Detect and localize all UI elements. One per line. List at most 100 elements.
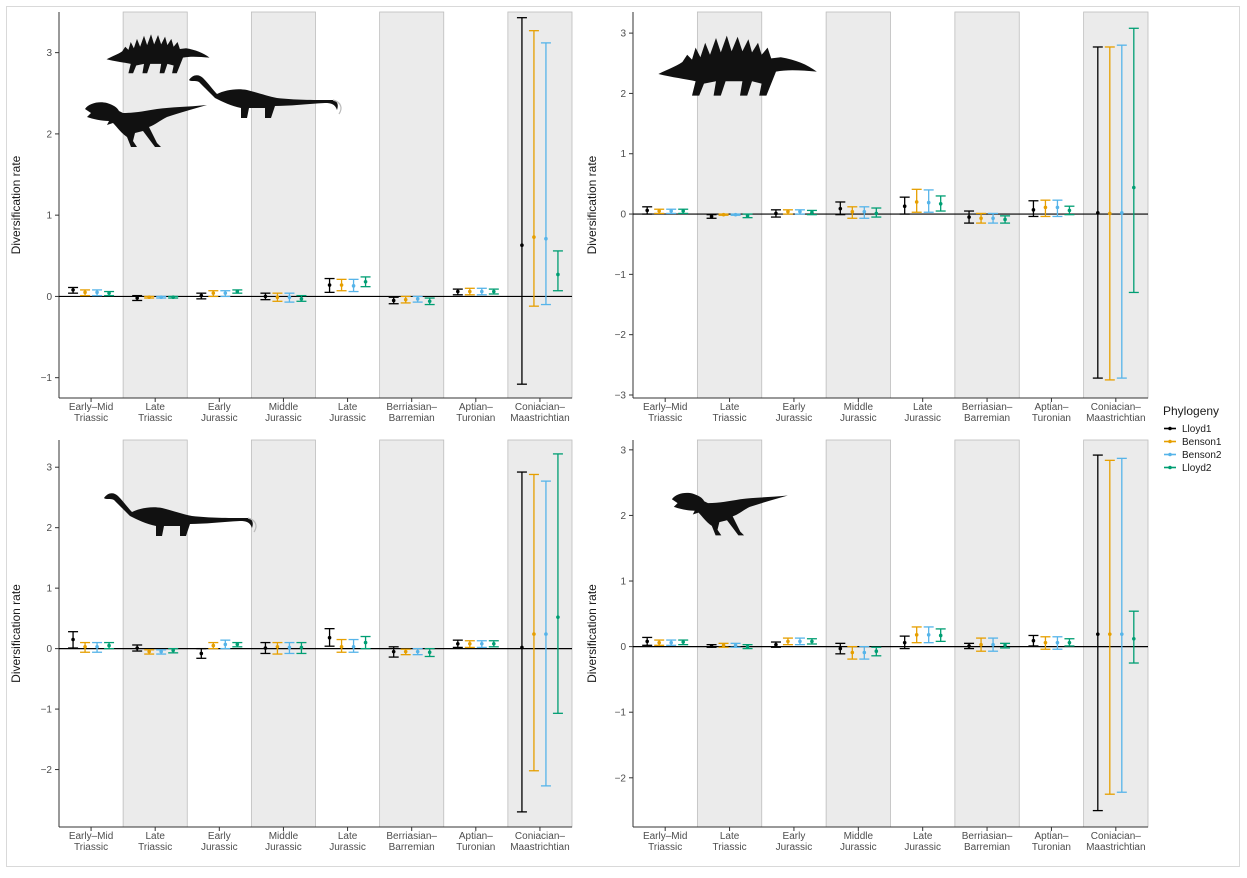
- category-label-line: Early–Mid: [643, 402, 687, 413]
- category-label: Early Jurassic: [201, 831, 238, 853]
- point-benson1: [147, 295, 151, 300]
- category-label-line: Jurassic: [201, 413, 238, 424]
- point-benson1: [211, 643, 216, 648]
- point-benson1: [914, 200, 919, 204]
- category-label-line: Triassic: [713, 842, 747, 853]
- shaded-band: [250, 439, 316, 828]
- errorbar-benson2: [1052, 636, 1063, 650]
- point-benson2: [669, 209, 673, 213]
- point-lloyd1: [263, 646, 268, 650]
- category-label-line: Maastrichtian: [510, 842, 569, 853]
- category-label-line: Late: [720, 831, 740, 842]
- errorbar-benson1: [1104, 459, 1115, 795]
- category-label-line: Aptian–: [459, 831, 493, 842]
- point-benson2: [1120, 632, 1124, 636]
- errorbar-lloyd1: [132, 644, 143, 652]
- point-benson2: [351, 645, 356, 649]
- category-label: Early Jurassic: [776, 831, 813, 853]
- point-lloyd2: [556, 272, 560, 277]
- shaded-band: [122, 11, 188, 399]
- errorbar-benson1: [400, 648, 411, 656]
- category-label: Early–Mid Triassic: [643, 831, 687, 853]
- errorbar-benson1: [208, 641, 219, 650]
- category-label-line: Early: [208, 831, 231, 842]
- sauropod-tail-tip: [247, 517, 257, 533]
- shaded-band: [825, 11, 891, 399]
- category-label-line: Berriasian–: [962, 831, 1013, 842]
- errorbar-lloyd2: [360, 276, 371, 288]
- errorbar-lloyd2: [552, 453, 563, 714]
- theropod-silhouette-icon: [671, 492, 788, 536]
- errorbar-lloyd1: [68, 631, 79, 649]
- point-benson2: [669, 640, 673, 645]
- point-benson1: [1108, 211, 1112, 216]
- point-lloyd2: [938, 633, 943, 638]
- y-tick-label: −2: [41, 765, 53, 776]
- errorbar-lloyd2: [742, 213, 753, 219]
- shaded-band: [122, 439, 188, 828]
- point-benson2: [862, 650, 867, 655]
- errorbar-lloyd2: [1128, 27, 1139, 294]
- errorbar-lloyd1: [388, 646, 399, 658]
- shaded-band: [250, 11, 316, 399]
- point-lloyd1: [967, 644, 971, 648]
- errorbar-benson2: [92, 641, 103, 653]
- point-lloyd1: [838, 646, 843, 651]
- errorbar-lloyd2: [1128, 610, 1139, 664]
- errorbar-lloyd1: [706, 213, 717, 219]
- category-label-line: Jurassic: [329, 413, 366, 424]
- y-tick-label: 2: [620, 89, 626, 100]
- y-tick-label: −1: [615, 270, 627, 281]
- point-lloyd1: [645, 208, 649, 213]
- category-label-line: Berriasian–: [962, 402, 1013, 413]
- errorbar-lloyd1: [452, 639, 463, 649]
- category-label-line: Late: [338, 831, 358, 842]
- point-benson2: [926, 633, 931, 637]
- point-lloyd1: [709, 644, 714, 648]
- category-label: Coniacian– Maastrichtian: [510, 402, 569, 424]
- category-label-line: Maastrichtian: [1086, 842, 1145, 853]
- shaded-band: [507, 439, 573, 828]
- errorbar-benson1: [1040, 199, 1051, 218]
- category-label: Late Jurassic: [329, 831, 366, 853]
- errorbar-lloyd2: [488, 640, 499, 648]
- errorbar-benson1: [336, 638, 347, 653]
- legend-label-benson2: Benson2: [1182, 450, 1222, 461]
- sauropod-tail-tip: [332, 99, 342, 115]
- point-benson1: [850, 650, 855, 655]
- point-lloyd1: [967, 215, 971, 219]
- errorbar-benson1: [144, 295, 155, 300]
- category-label: Middle Jurassic: [265, 831, 302, 853]
- point-benson2: [798, 639, 802, 644]
- category-label: Coniacian– Maastrichtian: [510, 831, 569, 853]
- category-label-line: Middle: [844, 831, 874, 842]
- point-lloyd2: [938, 201, 943, 206]
- y-tick-label: 3: [620, 445, 626, 456]
- category-label-line: Jurassic: [904, 413, 941, 424]
- errorbar-benson1: [272, 641, 283, 655]
- errorbar-lloyd2: [360, 635, 371, 650]
- category-label: Aptian– Turonian: [1032, 831, 1071, 853]
- category-label: Berriasian– Barremian: [386, 831, 437, 853]
- errorbar-lloyd2: [104, 290, 115, 297]
- point-benson1: [1043, 640, 1048, 645]
- category-label-line: Jurassic: [265, 842, 302, 853]
- point-benson1: [83, 290, 87, 295]
- errorbar-benson2: [988, 637, 999, 652]
- legend-label-benson1: Benson1: [1182, 437, 1222, 448]
- legend: Phylogeny Lloyd1 Benson1 Benson2 Lloyd2: [1163, 404, 1222, 474]
- stegosaur-silhouette-icon: [106, 34, 210, 74]
- category-label-line: Early: [783, 831, 806, 842]
- errorbar-lloyd2: [1000, 642, 1011, 649]
- shaded-band: [954, 11, 1020, 399]
- category-label: Coniacian– Maastrichtian: [1086, 402, 1145, 424]
- category-label-line: Jurassic: [265, 413, 302, 424]
- category-label: Early–Mid Triassic: [69, 402, 113, 424]
- point-benson2: [544, 236, 548, 241]
- errorbar-lloyd1: [964, 642, 975, 650]
- point-lloyd2: [1067, 208, 1072, 213]
- errorbar-benson2: [220, 290, 231, 298]
